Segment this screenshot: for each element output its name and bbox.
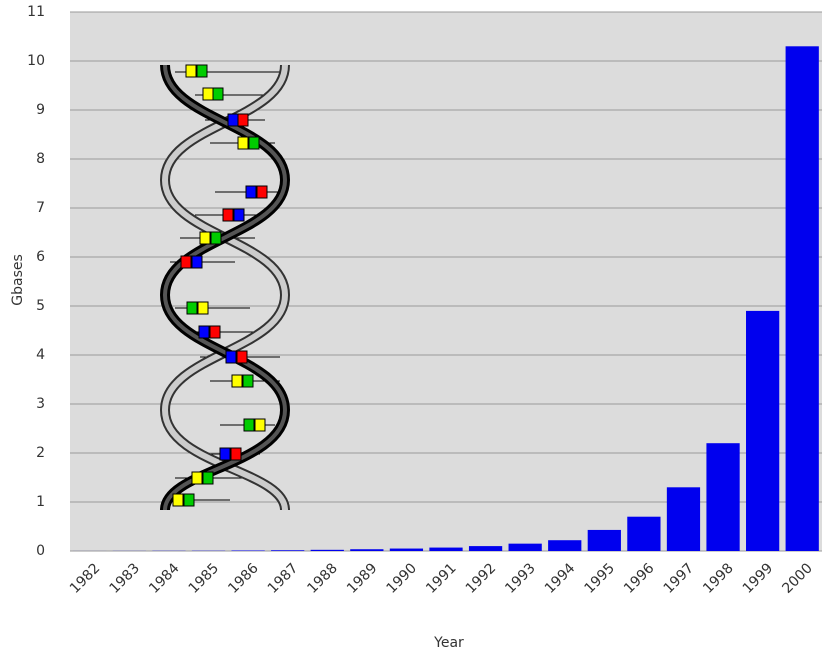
y-tick-label: 11 bbox=[27, 4, 45, 20]
bar bbox=[627, 517, 660, 551]
x-tick-label: 2000 bbox=[779, 560, 816, 597]
y-tick-label: 3 bbox=[36, 396, 45, 412]
bar bbox=[786, 46, 819, 551]
bar bbox=[667, 487, 700, 551]
x-tick-label: 1982 bbox=[67, 560, 104, 597]
x-tick-label: 1985 bbox=[186, 560, 223, 597]
y-tick-label: 9 bbox=[36, 102, 45, 118]
x-tick-label: 1992 bbox=[463, 560, 500, 597]
bar bbox=[469, 546, 502, 551]
bar bbox=[350, 549, 383, 551]
x-tick-label: 1994 bbox=[542, 560, 579, 597]
x-tick-label: 1993 bbox=[502, 560, 539, 597]
bar bbox=[311, 550, 344, 551]
y-tick-label: 7 bbox=[36, 200, 45, 216]
x-tick-label: 1997 bbox=[661, 560, 698, 597]
bar bbox=[588, 530, 621, 551]
x-tick-label: 1990 bbox=[384, 560, 421, 597]
x-tick-label: 1991 bbox=[423, 560, 460, 597]
bar bbox=[390, 549, 423, 551]
y-tick-label: 10 bbox=[27, 53, 45, 69]
y-tick-label: 1 bbox=[36, 494, 45, 510]
x-tick-label: 1986 bbox=[225, 560, 262, 597]
y-tick-label: 2 bbox=[36, 445, 45, 461]
x-tick-label: 1998 bbox=[700, 560, 737, 597]
x-tick-label: 1988 bbox=[304, 560, 341, 597]
bar bbox=[706, 443, 739, 551]
bar bbox=[548, 540, 581, 551]
x-tick-label: 1984 bbox=[146, 560, 183, 597]
y-tick-label: 0 bbox=[36, 543, 45, 559]
x-tick-label: 1995 bbox=[581, 560, 618, 597]
bar bbox=[746, 311, 779, 551]
y-tick-label: 6 bbox=[36, 249, 45, 265]
x-tick-label: 1987 bbox=[265, 560, 302, 597]
y-axis-label: Gbases bbox=[10, 254, 26, 306]
y-tick-label: 8 bbox=[36, 151, 45, 167]
x-axis-label: Year bbox=[433, 635, 464, 651]
x-tick-label: 1989 bbox=[344, 560, 381, 597]
x-tick-label: 1999 bbox=[740, 560, 777, 597]
bar bbox=[429, 548, 462, 551]
y-tick-label: 5 bbox=[36, 298, 45, 314]
bar bbox=[509, 544, 542, 551]
x-tick-label: 1996 bbox=[621, 560, 658, 597]
x-tick-label: 1983 bbox=[107, 560, 144, 597]
y-tick-label: 4 bbox=[36, 347, 45, 363]
bar bbox=[271, 550, 304, 551]
chart: 0123456789101119821983198419851986198719… bbox=[0, 0, 828, 655]
